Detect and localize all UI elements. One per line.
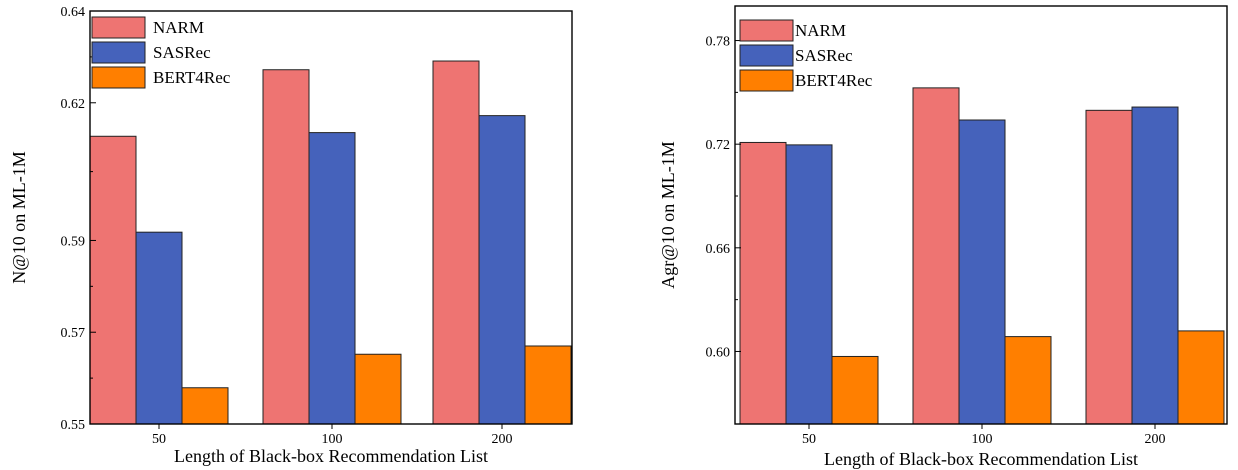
legend-label-narm: NARM	[153, 18, 204, 37]
plot-frame	[734, 5, 1228, 425]
bar-sasrec-100	[958, 119, 1006, 425]
plot-frame	[89, 10, 573, 425]
y-tick-label: 0.60	[706, 345, 731, 360]
x-tick-label: 100	[972, 432, 993, 447]
y-tick-label: 0.55	[61, 418, 86, 433]
legend-swatch-bert4rec	[739, 69, 794, 92]
y-tick-label: 0.64	[61, 5, 86, 20]
bar-bert4rec-100	[1004, 336, 1052, 425]
legend-label-bert4rec: BERT4Rec	[795, 71, 873, 90]
x-tick-label: 50	[802, 432, 816, 447]
legend-label-bert4rec: BERT4Rec	[153, 68, 231, 87]
legend-label-sasrec: SASRec	[153, 43, 211, 62]
x-axis-label: Length of Black-box Recommendation List	[824, 449, 1138, 469]
y-axis-label: N@10 on ML-1M	[9, 151, 29, 284]
legend-swatch-sasrec	[739, 44, 794, 67]
bar-narm-50	[89, 135, 137, 425]
legend-swatch-bert4rec	[91, 66, 146, 89]
x-tick-label: 200	[1145, 432, 1166, 447]
x-tick-label: 200	[492, 432, 513, 447]
bar-bert4rec-200	[524, 345, 572, 425]
bar-bert4rec-50	[181, 387, 229, 425]
bar-bert4rec-200	[1177, 330, 1225, 425]
x-tick-label: 50	[152, 432, 166, 447]
bar-sasrec-50	[785, 144, 833, 425]
y-axis-label: Agr@10 on ML-1M	[658, 141, 678, 289]
y-tick-label: 0.62	[61, 97, 86, 112]
bar-sasrec-200	[1131, 106, 1179, 425]
chart-panel-1: 50 100 200 0.55 0.57 0.59 0.62 0.64 Length of Bl…	[9, 5, 573, 466]
legend-swatch-narm	[91, 16, 146, 39]
y-tick-label: 0.66	[706, 242, 731, 257]
bar-bert4rec-100	[354, 353, 402, 425]
y-tick-label: 0.78	[706, 35, 731, 50]
bar-narm-200	[1085, 109, 1133, 425]
y-tick-label: 0.72	[706, 138, 731, 153]
legend-swatch-sasrec	[91, 41, 146, 64]
bar-sasrec-50	[135, 231, 183, 425]
legend-swatch-narm	[739, 19, 794, 42]
bar-sasrec-200	[478, 115, 526, 425]
bar-narm-100	[262, 69, 310, 425]
x-tick-label: 100	[322, 432, 343, 447]
y-tick-label: 0.59	[61, 234, 86, 249]
x-axis-label: Length of Black-box Recommendation List	[174, 446, 488, 466]
legend-label-sasrec: SASRec	[795, 46, 853, 65]
bar-narm-100	[912, 87, 960, 425]
legend-label-narm: NARM	[795, 21, 846, 40]
bar-bert4rec-50	[831, 355, 879, 425]
y-tick-label: 0.57	[61, 326, 86, 341]
bar-narm-50	[739, 141, 787, 425]
chart-panel-2: 50 100 200 0.60 0.66 0.72 0.78 Length of Black-…	[658, 5, 1228, 469]
bar-sasrec-100	[308, 132, 356, 425]
bar-narm-200	[432, 60, 480, 425]
